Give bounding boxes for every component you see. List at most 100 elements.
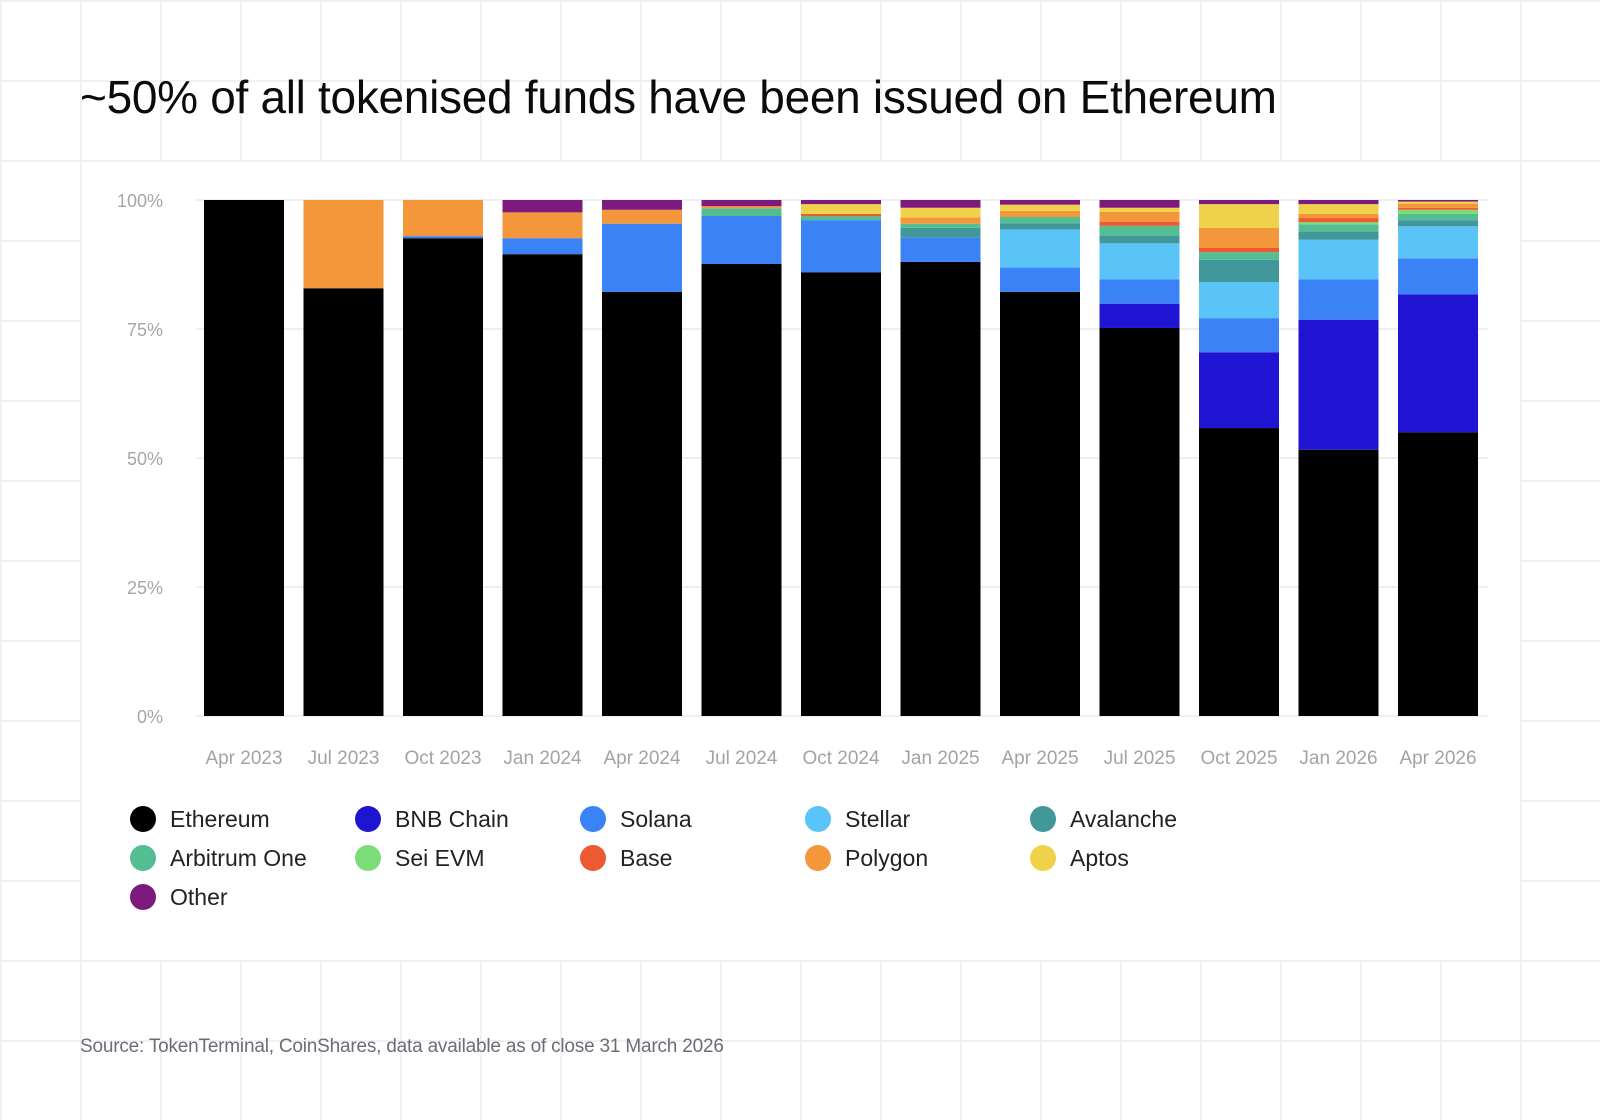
legend-item-other[interactable]: Other [130, 884, 355, 910]
bar-segment-solana [1099, 279, 1180, 304]
bar-segment-ethereum [1298, 449, 1379, 716]
legend-item-ethereum[interactable]: Ethereum [130, 806, 355, 832]
bar-segment-polygon [1199, 227, 1279, 248]
legend-item-bnb-chain[interactable]: BNB Chain [355, 806, 580, 832]
bar-segment-ethereum [602, 291, 682, 716]
x-tick-label: Oct 2023 [404, 748, 481, 769]
y-tick-label: 0% [137, 707, 163, 727]
bar-segment-polygon [403, 200, 483, 237]
legend-item-stellar[interactable]: Stellar [805, 806, 1030, 832]
bar-segment-bnb-chain [1099, 303, 1180, 328]
bar-segment-solana [900, 237, 981, 262]
y-tick-label: 100% [117, 191, 163, 211]
bar-segment-solana [701, 215, 782, 264]
bar-segment-polygon [1099, 211, 1180, 222]
bar-segment-arbitrum-one [1298, 224, 1379, 232]
legend-item-polygon[interactable]: Polygon [805, 845, 1030, 871]
bar-segment-avalanche [1099, 235, 1180, 244]
legend: Ethereum BNB Chain Solana Stellar Avalan… [130, 806, 1330, 910]
legend-item-base[interactable]: Base [580, 845, 805, 871]
legend-swatch [355, 806, 381, 832]
bar-segment-polygon [701, 206, 782, 209]
bar-segment-arbitrum-one [1199, 252, 1279, 260]
x-tick-label: Jul 2025 [1104, 748, 1176, 769]
bar-segment-solana [1398, 258, 1478, 295]
bar-segment-ethereum [1398, 432, 1478, 716]
bar-segment-avalanche [1398, 220, 1478, 227]
bar-segment-solana [403, 236, 483, 239]
x-tick-label: Oct 2025 [1200, 748, 1277, 769]
bar-segment-arbitrum-one [900, 223, 981, 228]
bar-segment-aptos [1398, 201, 1478, 204]
legend-label: Other [170, 883, 228, 910]
bar-segment-sei-evm [1298, 222, 1379, 225]
bar-segment-other [701, 200, 782, 207]
legend-item-avalanche[interactable]: Avalanche [1030, 806, 1255, 832]
bar-segment-aptos [900, 207, 981, 218]
bar-segment-stellar [1298, 239, 1379, 280]
legend-label: Ethereum [170, 805, 270, 832]
bar-segment-stellar [1199, 282, 1279, 319]
bar-segment-other [1099, 200, 1180, 208]
bar-segment-other [1298, 200, 1379, 205]
legend-item-sei-evm[interactable]: Sei EVM [355, 845, 580, 871]
bar-segment-ethereum [701, 263, 782, 716]
x-tick-label: Apr 2024 [603, 748, 681, 769]
legend-swatch [1030, 845, 1056, 871]
bar-segment-bnb-chain [1398, 294, 1478, 433]
bar-segment-avalanche [1199, 259, 1279, 283]
bar-segment-base [801, 213, 881, 216]
legend-label: Arbitrum One [170, 844, 307, 871]
bar-segment-ethereum [403, 238, 483, 716]
stacked-bar-chart: 0% 25% 50% 75% 100% Apr 2023 Jul 2023 Oct 2023 J… [117, 191, 1488, 769]
legend-item-aptos[interactable]: Aptos [1030, 845, 1255, 871]
x-tick-label: Oct 2024 [802, 748, 880, 769]
bar-segment-base [1298, 218, 1379, 223]
legend-item-solana[interactable]: Solana [580, 806, 805, 832]
bar-segment-other [502, 200, 583, 213]
x-tick-label: Jul 2024 [706, 748, 778, 769]
legend-label: Solana [620, 805, 692, 832]
x-tick-label: Jan 2025 [901, 748, 979, 769]
bar-segment-stellar [1398, 226, 1478, 259]
bar-segment-other [602, 200, 682, 210]
legend-swatch [355, 845, 381, 871]
legend-swatch [805, 845, 831, 871]
bar-segment-avalanche [1000, 223, 1080, 230]
bar-segment-arbitrum-one [701, 208, 782, 216]
bar-segment-other [1000, 200, 1080, 205]
bar-segment-other [900, 200, 981, 208]
bar-segment-ethereum [801, 272, 881, 716]
x-tick-label: Jan 2024 [503, 748, 582, 769]
bar-segment-arbitrum-one [1398, 213, 1478, 221]
bar-segment-sei-evm [1398, 209, 1478, 214]
bar-segment-ethereum [900, 261, 981, 716]
bar-segment-base [1199, 247, 1279, 253]
bar-segment-other [801, 200, 881, 205]
bar-segment-stellar [1099, 243, 1180, 280]
legend-label: Base [620, 844, 673, 871]
bar-segment-polygon [1398, 203, 1478, 208]
bar-segment-polygon [602, 209, 682, 224]
bar-segment-solana [801, 220, 881, 273]
legend-item-arbitrum-one[interactable]: Arbitrum One [130, 845, 355, 871]
legend-swatch [1030, 806, 1056, 832]
legend-swatch [130, 884, 156, 910]
bar-segment-base [1398, 207, 1478, 210]
bar-segment-solana [602, 223, 682, 292]
bar-segment-other [1199, 200, 1279, 205]
legend-swatch [130, 845, 156, 871]
x-tick-label: Apr 2026 [1399, 748, 1476, 769]
bar-segment-polygon [1298, 213, 1379, 219]
legend-swatch [805, 806, 831, 832]
legend-label: BNB Chain [395, 805, 509, 832]
bar-segment-solana [1298, 279, 1379, 320]
source-note: Source: TokenTerminal, CoinShares, data … [80, 1036, 724, 1057]
bar-segment-polygon [303, 200, 384, 289]
legend-label: Avalanche [1070, 805, 1177, 832]
bar-segment-ethereum [1199, 428, 1279, 716]
bar-segment-bnb-chain [1199, 352, 1279, 429]
bar-segment-stellar [1000, 229, 1080, 268]
bar-segment-aptos [1099, 207, 1180, 212]
bar-segment-ethereum [303, 288, 384, 716]
